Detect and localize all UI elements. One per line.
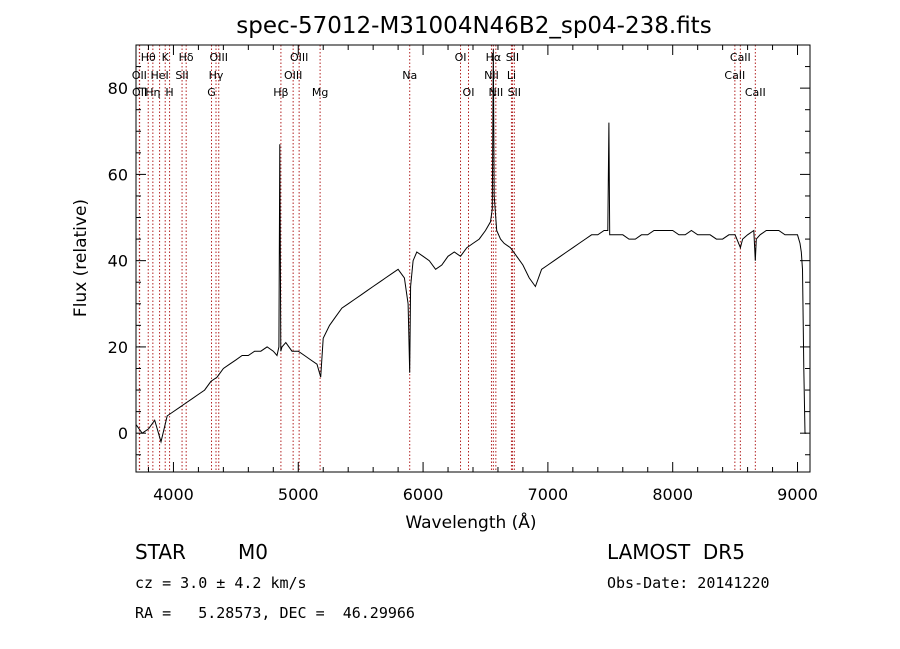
axes: 4000 5000 6000 7000 8000 9000 0 20 40 60 80 (108, 45, 818, 504)
line-marker-label: CaII (745, 86, 766, 99)
line-marker-label: CaII (730, 51, 751, 64)
line-marker-label: OII (132, 69, 147, 82)
line-marker-label: OIII (284, 69, 302, 82)
line-marker-label: NII (484, 69, 499, 82)
line-marker-label: K (162, 51, 170, 64)
x-tick-label: 8000 (652, 485, 693, 504)
line-marker-label: G (207, 86, 216, 99)
line-marker-label: Mg (312, 86, 328, 99)
line-marker-label: Li (507, 69, 516, 82)
line-marker-label: OIII (210, 51, 228, 64)
y-axis-label: Flux (relative) (71, 199, 91, 317)
line-marker-label: SII (508, 86, 521, 99)
line-marker-label: Hδ (179, 51, 194, 64)
coordinates-readout: RA = 5.28573, DEC = 46.29966 (135, 604, 415, 622)
x-tick-label: 7000 (528, 485, 569, 504)
y-tick-label: 40 (108, 252, 128, 271)
class-label: STAR (135, 540, 186, 564)
line-marker-label: CaII (724, 69, 745, 82)
y-tick-label: 20 (108, 338, 128, 357)
line-marker-label: OIII (290, 51, 308, 64)
line-marker-label: H (165, 86, 173, 99)
line-marker-label: HeI (150, 69, 168, 82)
line-marker-label: Hθ (141, 51, 156, 64)
x-tick-label: 9000 (777, 485, 818, 504)
y-tick-label: 80 (108, 79, 128, 98)
x-axis-label: Wavelength (Å) (405, 511, 536, 533)
y-tick-label: 0 (118, 424, 128, 443)
x-tick-label: 4000 (153, 485, 194, 504)
chart-title: spec-57012-M31004N46B2_sp04-238.fits (236, 13, 711, 39)
line-marker-label: NII (488, 86, 503, 99)
line-marker-label: SII (506, 51, 519, 64)
line-marker-label: Hβ (273, 86, 288, 99)
line-markers (138, 45, 756, 472)
obs-date-readout: Obs-Date: 20141220 (607, 574, 770, 592)
line-marker-label: Hγ (209, 69, 224, 82)
y-tick-label: 60 (108, 165, 128, 184)
subclass-label: M0 (238, 540, 268, 564)
line-marker-label: OI (455, 51, 467, 64)
line-marker-label: OI (463, 86, 475, 99)
x-tick-label: 6000 (403, 485, 444, 504)
survey-label: LAMOST DR5 (607, 540, 745, 564)
plot-frame (135, 44, 811, 473)
spectrum-series-line (135, 49, 807, 444)
x-tick-label: 5000 (278, 485, 319, 504)
line-marker-label: Na (402, 69, 417, 82)
redshift-readout: cz = 3.0 ± 4.2 km/s (135, 574, 307, 592)
line-marker-label: SII (175, 69, 188, 82)
line-marker-label: Hη (145, 86, 160, 99)
